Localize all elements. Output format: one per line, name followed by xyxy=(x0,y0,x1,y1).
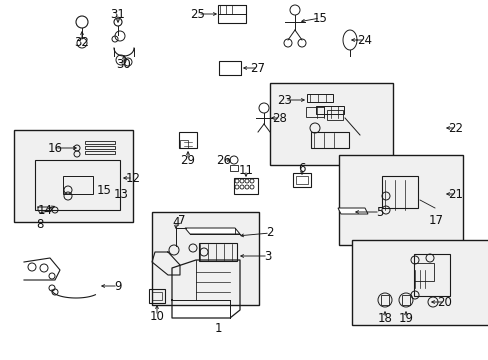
Polygon shape xyxy=(184,228,240,234)
Bar xyxy=(85,140,115,144)
Text: 13: 13 xyxy=(113,188,128,201)
Bar xyxy=(381,176,417,208)
Bar xyxy=(326,110,342,120)
Text: 2: 2 xyxy=(265,226,273,239)
Bar xyxy=(152,292,162,300)
Text: 27: 27 xyxy=(250,62,265,75)
Bar xyxy=(295,176,307,184)
Text: 22: 22 xyxy=(447,122,463,135)
Text: 21: 21 xyxy=(447,188,463,201)
Bar xyxy=(315,106,343,114)
Bar xyxy=(292,173,310,187)
Text: 31: 31 xyxy=(110,8,125,21)
Text: 10: 10 xyxy=(149,310,164,323)
Text: 23: 23 xyxy=(277,94,292,107)
Text: 9: 9 xyxy=(114,279,122,292)
Text: 11: 11 xyxy=(238,163,253,176)
Text: 20: 20 xyxy=(437,296,451,309)
Bar xyxy=(152,212,259,305)
Bar xyxy=(35,160,120,210)
Text: 26: 26 xyxy=(216,153,231,166)
Text: 18: 18 xyxy=(377,311,392,324)
Text: 7: 7 xyxy=(178,213,185,226)
Text: 30: 30 xyxy=(116,58,131,71)
Text: 5: 5 xyxy=(376,206,383,219)
Text: 3: 3 xyxy=(264,249,271,262)
Text: 17: 17 xyxy=(427,213,443,226)
Bar xyxy=(218,5,245,23)
Bar xyxy=(413,254,449,296)
Bar xyxy=(85,145,115,148)
Text: 14: 14 xyxy=(38,203,52,216)
Bar xyxy=(180,140,187,148)
Bar xyxy=(14,130,133,222)
Bar xyxy=(310,132,348,148)
Text: 1: 1 xyxy=(214,323,221,336)
Bar xyxy=(269,83,392,165)
Bar xyxy=(338,155,462,245)
Bar xyxy=(219,61,241,75)
Text: 25: 25 xyxy=(190,8,205,21)
Bar xyxy=(305,107,324,117)
Bar xyxy=(179,132,197,148)
Bar xyxy=(380,295,388,305)
Text: 19: 19 xyxy=(398,311,413,324)
Text: 12: 12 xyxy=(125,171,140,184)
Bar xyxy=(306,94,332,102)
Text: 6: 6 xyxy=(298,162,305,175)
Text: 32: 32 xyxy=(74,36,89,49)
Text: 4: 4 xyxy=(172,216,180,229)
Bar xyxy=(351,240,488,325)
Bar xyxy=(229,165,238,171)
Text: 16: 16 xyxy=(47,141,62,154)
Text: 24: 24 xyxy=(357,33,372,46)
Bar xyxy=(234,178,258,194)
Bar xyxy=(199,243,237,261)
Text: 29: 29 xyxy=(180,153,195,166)
Bar xyxy=(149,289,164,303)
Text: 15: 15 xyxy=(96,184,111,197)
Text: 8: 8 xyxy=(36,219,43,231)
Bar xyxy=(85,150,115,153)
Bar xyxy=(63,176,93,194)
Polygon shape xyxy=(337,208,367,214)
Bar xyxy=(413,263,433,281)
Text: 28: 28 xyxy=(272,112,287,125)
Text: 15: 15 xyxy=(312,12,327,24)
Bar xyxy=(401,295,409,305)
